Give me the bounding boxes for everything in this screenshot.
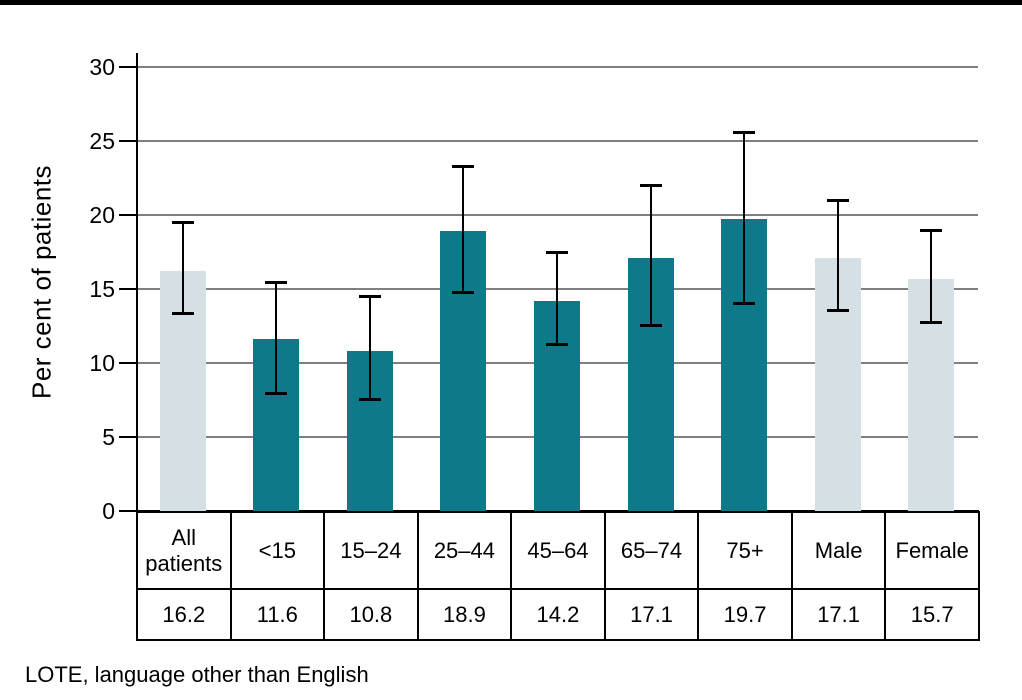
error-bar-cap-bottom bbox=[826, 309, 849, 313]
error-bar-cap-top bbox=[733, 131, 756, 135]
error-bar-cap-top bbox=[452, 165, 475, 169]
table-category-cell: Female bbox=[884, 511, 980, 590]
y-axis-tick bbox=[119, 362, 137, 364]
table-category-cell: 25–44 bbox=[416, 511, 513, 590]
table-value-cell: 14.2 bbox=[510, 588, 606, 641]
table-value-cell: 17.1 bbox=[603, 588, 700, 641]
error-bar-line bbox=[649, 185, 652, 326]
y-tick-label: 30 bbox=[89, 54, 115, 80]
gridline bbox=[137, 214, 978, 216]
error-bar-cap-top bbox=[265, 280, 288, 284]
table-value-cell: 15.7 bbox=[884, 588, 980, 641]
error-bar-cap-top bbox=[358, 295, 381, 299]
y-axis-title: Per cent of patients bbox=[26, 164, 57, 400]
error-bar-cap-bottom bbox=[639, 324, 662, 327]
table-category-cell: 75+ bbox=[697, 511, 793, 590]
x-axis-line bbox=[136, 510, 979, 512]
category-row: All patients <15 15–24 25–44 45–64 65–74 75+ Ma… bbox=[136, 511, 980, 590]
table-value-cell: 19.7 bbox=[697, 588, 793, 641]
error-bar-cap-top bbox=[639, 184, 662, 188]
table-category-cell: 65–74 bbox=[603, 511, 700, 590]
error-bar-line bbox=[556, 252, 558, 346]
error-bar-cap-top bbox=[826, 199, 849, 203]
footnote: LOTE, language other than English bbox=[25, 662, 369, 687]
y-tick-label: 0 bbox=[102, 498, 115, 524]
error-bar-cap-bottom bbox=[452, 291, 475, 295]
table-value-cell: 17.1 bbox=[790, 588, 887, 641]
error-bar-cap-bottom bbox=[546, 343, 568, 347]
error-bar-line bbox=[836, 200, 839, 312]
error-bar-line bbox=[930, 229, 933, 324]
table-value-cell: 10.8 bbox=[323, 588, 419, 641]
error-bar-line bbox=[368, 296, 371, 400]
table-value-cell: 18.9 bbox=[416, 588, 513, 641]
y-axis-line bbox=[136, 53, 138, 513]
y-axis-tick bbox=[119, 288, 137, 290]
error-bar-cap-top bbox=[171, 221, 194, 225]
table-value-cell: 11.6 bbox=[229, 588, 326, 641]
y-tick-label: 10 bbox=[89, 350, 115, 376]
error-bar-line bbox=[181, 222, 184, 315]
y-tick-label: 25 bbox=[89, 128, 115, 154]
error-bar-cap-bottom bbox=[733, 301, 756, 305]
gridline bbox=[137, 66, 978, 68]
y-axis-tick bbox=[119, 66, 137, 68]
error-bar-cap-top bbox=[920, 228, 943, 232]
y-axis-tick bbox=[119, 436, 137, 438]
data-table: All patients <15 15–24 25–44 45–64 65–74 75+ Ma… bbox=[136, 511, 980, 641]
top-border-bar bbox=[0, 0, 1022, 5]
y-axis-tick bbox=[119, 510, 137, 512]
error-bar-cap-bottom bbox=[171, 312, 194, 316]
table-category-cell: <15 bbox=[229, 511, 326, 590]
table-category-cell: 15–24 bbox=[323, 511, 419, 590]
value-row: 16.2 11.6 10.8 18.9 14.2 17.1 19.7 17.1 15.7 bbox=[136, 588, 980, 641]
y-tick-label: 15 bbox=[89, 276, 115, 302]
table-category-cell: 45–64 bbox=[510, 511, 606, 590]
error-bar-cap-bottom bbox=[265, 392, 288, 396]
y-tick-label: 20 bbox=[89, 202, 115, 228]
error-bar-line bbox=[275, 281, 278, 395]
y-tick-label: 5 bbox=[102, 424, 115, 450]
error-bar-cap-bottom bbox=[920, 321, 943, 325]
error-bar-line bbox=[743, 132, 746, 304]
table-category-cell: Male bbox=[790, 511, 887, 590]
table-value-cell: 16.2 bbox=[136, 588, 232, 641]
error-bar-cap-bottom bbox=[358, 398, 381, 401]
y-axis-tick bbox=[119, 214, 137, 216]
error-bar-line bbox=[462, 166, 465, 294]
y-axis-tick bbox=[119, 140, 137, 142]
error-bar-cap-top bbox=[546, 251, 568, 254]
table-category-cell: All patients bbox=[136, 511, 232, 590]
gridline bbox=[137, 140, 978, 142]
